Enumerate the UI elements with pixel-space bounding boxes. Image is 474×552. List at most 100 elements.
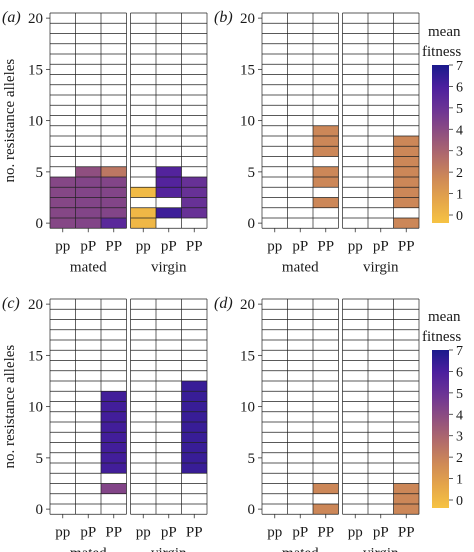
heatmap-cell	[50, 218, 76, 229]
y-tick-label: 0	[36, 502, 44, 518]
heatmap-cell	[393, 146, 419, 157]
group-label: virgin	[151, 259, 187, 275]
legend-tick-label: 2	[456, 451, 463, 466]
y-tick-label: 0	[248, 502, 256, 518]
fitness-legend-top: mean fitness 0 1 2 3 4 5 6 7	[422, 24, 463, 224]
y-tick-label: 0	[36, 216, 44, 232]
y-tick-label: 15	[28, 348, 43, 364]
heatmap-cell	[75, 218, 101, 229]
y-tick-label: 5	[248, 451, 256, 467]
legend-tick-label: 0	[456, 494, 463, 509]
heatmap-cell	[50, 187, 76, 198]
heatmap-cell	[313, 177, 339, 188]
y-tick-label: 10	[240, 400, 255, 416]
panel-label: (b)	[214, 9, 233, 26]
heatmap-cell	[181, 452, 207, 463]
heatmap-cell	[75, 177, 101, 188]
heatmap-cell	[130, 218, 156, 229]
heatmap-cell	[50, 197, 76, 208]
legend-tick-label: 7	[456, 59, 463, 74]
legend-tick-label: 1	[456, 473, 463, 488]
heatmap-cell	[181, 442, 207, 453]
legend-tick-label: 6	[456, 365, 463, 380]
heatmap-cell	[50, 177, 76, 188]
legend-title-line1: mean	[428, 24, 461, 40]
heatmap-cell	[50, 207, 76, 218]
heatmap-cell	[101, 432, 127, 443]
x-tick-label: PP	[317, 238, 334, 254]
legend-tick-label: 5	[456, 102, 463, 117]
y-tick-label: 5	[248, 165, 256, 181]
heatmap-cell	[181, 187, 207, 198]
y-tick-label: 15	[240, 348, 255, 364]
heatmap-cell	[101, 401, 127, 412]
x-tick-label: pP	[80, 238, 96, 254]
heatmap-cell	[393, 218, 419, 229]
legend-colorbar	[432, 350, 449, 508]
legend-title-line2: fitness	[422, 329, 461, 345]
legend-tick-label: 7	[456, 344, 463, 359]
x-tick-label: pp	[348, 238, 363, 254]
x-tick-label: pP	[161, 238, 177, 254]
group-label: mated	[282, 259, 319, 275]
legend-ticks: 0 1 2 3 4 5 6 7	[449, 344, 463, 509]
y-tick-label: 10	[28, 114, 43, 130]
x-tick-label: pp	[348, 524, 363, 540]
heatmap-cell	[156, 187, 182, 198]
heatmap-cell	[75, 207, 101, 218]
legend-colorbar	[432, 65, 449, 223]
x-tick-label: pp	[136, 524, 151, 540]
legend-tick-label: 1	[456, 188, 463, 203]
heatmap-cell	[130, 207, 156, 218]
heatmap-cell	[75, 187, 101, 198]
heatmap-cell	[156, 207, 182, 218]
heatmap-cell	[393, 197, 419, 208]
y-tick-label: 10	[240, 114, 255, 130]
y-tick-label: 20	[28, 297, 43, 313]
x-tick-label: pp	[267, 238, 282, 254]
heatmap-cell	[101, 187, 127, 198]
y-tick-label: 15	[28, 62, 43, 78]
heatmap-cell	[393, 504, 419, 515]
heatmap-cell	[393, 166, 419, 177]
legend-tick-label: 4	[456, 123, 463, 138]
x-tick-label: PP	[105, 238, 122, 254]
x-tick-label: PP	[186, 524, 203, 540]
group-label: virgin	[363, 545, 399, 552]
legend-tick-label: 4	[456, 408, 463, 423]
heatmap-cell	[181, 432, 207, 443]
panel-label: (a)	[2, 9, 21, 26]
heatmap-cell	[393, 483, 419, 494]
heatmap-cell	[101, 166, 127, 177]
y-tick-label: 20	[28, 11, 43, 27]
heatmap-cell	[75, 197, 101, 208]
legend-tick-label: 0	[456, 209, 463, 224]
group-label: virgin	[363, 259, 399, 275]
group-label: mated	[70, 259, 107, 275]
heatmap-cell	[313, 166, 339, 177]
heatmap-cell	[75, 166, 101, 177]
heatmap-cell	[313, 146, 339, 157]
heatmap-cell	[313, 504, 339, 515]
heatmap-cell	[101, 391, 127, 402]
heatmap-cell	[313, 125, 339, 136]
heatmap-cell	[181, 463, 207, 474]
x-tick-label: PP	[105, 524, 122, 540]
panel-label: (d)	[214, 295, 233, 312]
x-tick-label: pP	[80, 524, 96, 540]
x-tick-label: pP	[292, 524, 308, 540]
panel-label: (c)	[2, 295, 20, 312]
legend-ticks: 0 1 2 3 4 5 6 7	[449, 59, 463, 224]
x-tick-label: pP	[292, 238, 308, 254]
heatmap-cell	[101, 442, 127, 453]
heatmap-cell	[313, 483, 339, 494]
heatmap-cell	[393, 493, 419, 504]
x-tick-label: pp	[267, 524, 282, 540]
x-tick-label: pp	[55, 238, 70, 254]
x-tick-label: PP	[398, 524, 415, 540]
x-tick-label: pp	[55, 524, 70, 540]
fitness-legend-bottom: mean fitness 0 1 2 3 4 5 6 7	[422, 309, 463, 509]
